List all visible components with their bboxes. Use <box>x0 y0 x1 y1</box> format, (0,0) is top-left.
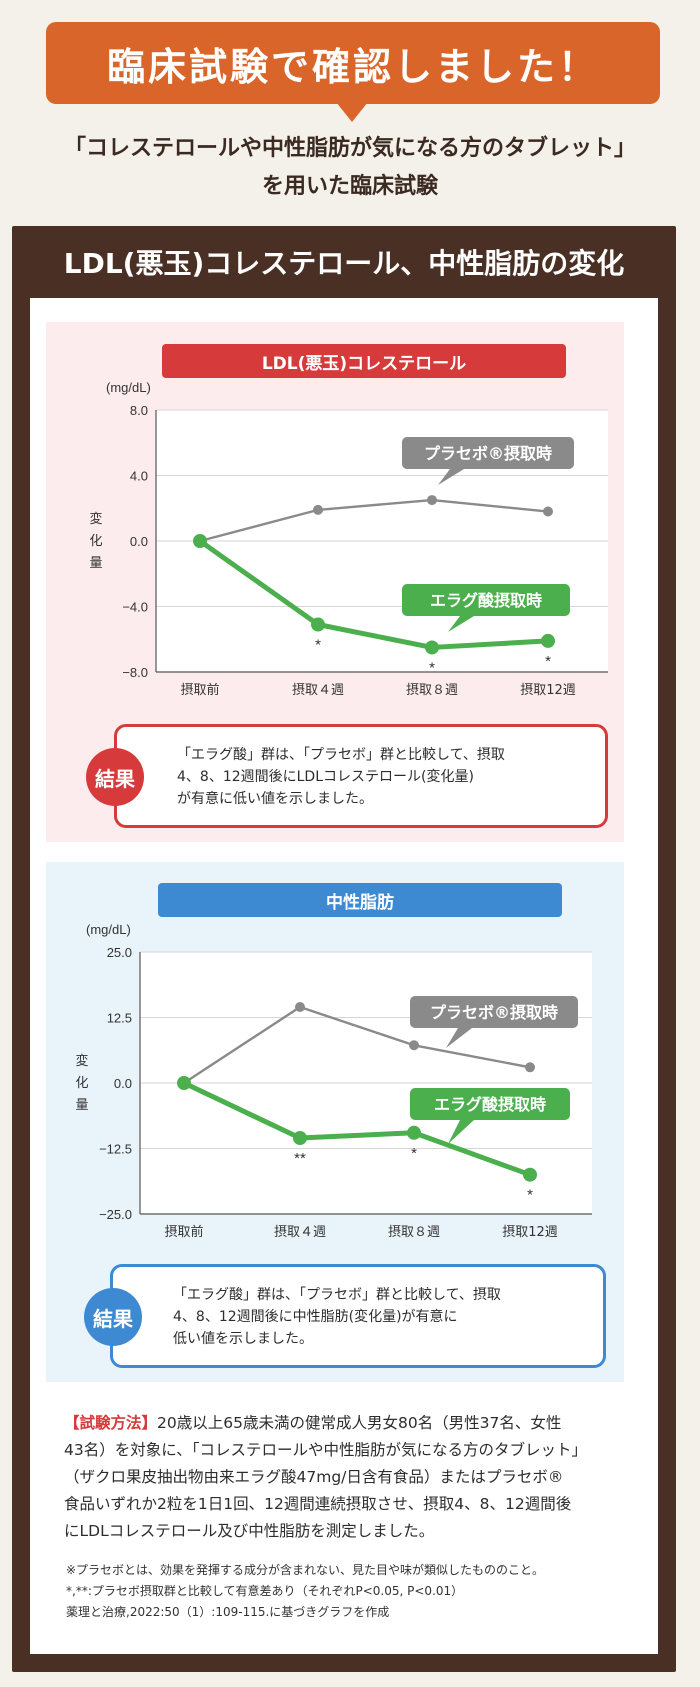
ldl-series-line-placebo <box>199 498 549 543</box>
ldl-significance-mark: * <box>429 659 435 676</box>
tg-y-axis-label: 変 <box>75 1053 88 1069</box>
ldl-callout-pointer <box>438 469 464 485</box>
header-banner: 臨床試験で確認しました！ <box>46 22 660 104</box>
banner-pointer <box>336 102 368 122</box>
ldl-significance-mark: * <box>315 637 321 654</box>
ldl-data-point <box>313 504 323 515</box>
ldl-y-tick-label: −4.0 <box>122 600 148 615</box>
ldl-callout-pointer <box>448 616 474 632</box>
tg-result-line: 低い値を示しました。 <box>173 1331 313 1347</box>
subtitle: 「コレステロールや中性脂肪が気になる方のタブレット」 を用いた臨床試験 <box>0 130 700 206</box>
ldl-y-tick-label: 8.0 <box>130 403 148 418</box>
tg-x-tick-label: 摂取12週 <box>502 1224 558 1240</box>
ldl-result-box: 「エラグ酸」群は、「プラセボ」群と比較して、摂取 4、8、12週間後にLDLコレ… <box>114 724 608 828</box>
ldl-y-axis-label: 化 <box>89 534 102 549</box>
tg-series-line-placebo <box>183 1005 531 1085</box>
tg-data-point <box>409 1040 419 1051</box>
ldl-callout-box <box>402 584 570 616</box>
tg-significance-mark: * <box>527 1187 533 1204</box>
ldl-chart-title: LDL(悪玉)コレステロール <box>162 344 566 378</box>
ldl-x-tick-label: 摂取12週 <box>520 682 576 698</box>
tg-y-tick-label: 25.0 <box>107 945 132 960</box>
tg-significance-mark: ** <box>294 1150 306 1167</box>
ldl-series-legend: プラセボ®摂取時 <box>424 444 552 463</box>
tg-significance-mark: * <box>411 1145 417 1162</box>
ldl-data-point <box>311 617 325 632</box>
method-line: （ザクロ果皮抽出物由来エラグ酸47mg/日含有食品）またはプラセボ® <box>64 1468 564 1486</box>
tg-y-tick-label: −25.0 <box>99 1207 132 1222</box>
tg-y-tick-label: 0.0 <box>114 1076 132 1091</box>
tg-chart-title: 中性脂肪 <box>158 883 562 917</box>
ldl-result-line: が有意に低い値を示しました。 <box>177 791 373 807</box>
tg-callout-pointer <box>446 1028 472 1048</box>
method-line: 食品いずれか2粒を1日1回、12週間連続摂取させ、摂取4、8、12週間後 <box>64 1495 572 1513</box>
subtitle-line1: 「コレステロールや中性脂肪が気になる方のタブレット」 <box>63 136 636 161</box>
ldl-data-point <box>541 633 555 648</box>
tg-y-axis-label: 量 <box>75 1098 88 1113</box>
ldl-result-text: 「エラグ酸」群は、「プラセボ」群と比較して、摂取 4、8、12週間後にLDLコレ… <box>177 744 597 810</box>
ldl-y-axis-label: 変 <box>89 511 102 527</box>
tg-unit-label: (mg/dL) <box>86 922 131 937</box>
ldl-result-line: 4、8、12週間後にLDLコレステロール(変化量) <box>177 769 474 785</box>
ldl-data-point <box>193 534 207 548</box>
footnote-line: 薬理と治療,2022:50（1）:109-115.に基づきグラフを作成 <box>66 1605 390 1619</box>
tg-result-badge: 結果 <box>84 1288 142 1346</box>
tg-y-tick-label: −12.5 <box>99 1142 132 1157</box>
tg-y-axis-label: 化 <box>75 1076 88 1091</box>
tg-result-box: 「エラグ酸」群は、「プラセボ」群と比較して、摂取 4、8、12週間後に中性脂肪(… <box>110 1264 606 1368</box>
tg-data-point <box>523 1167 537 1182</box>
method-tag: 【試験方法】 <box>64 1414 158 1432</box>
method-line: 43名）を対象に、「コレステロールや中性脂肪が気になる方のタブレット」 <box>64 1441 588 1459</box>
tg-x-tick-label: 摂取４週 <box>274 1224 326 1240</box>
tg-result-line: 4、8、12週間後に中性脂肪(変化量)が有意に <box>173 1309 458 1325</box>
ldl-x-tick-label: 摂取前 <box>180 682 219 698</box>
tg-data-point <box>295 1002 305 1013</box>
footnote-line: ※プラセボとは、効果を発揮する成分が含まれない、見た目や味が類似したもののこと。 <box>66 1563 545 1577</box>
ldl-y-tick-label: −8.0 <box>122 665 148 680</box>
tg-x-tick-label: 摂取８週 <box>388 1224 440 1240</box>
footnotes: ※プラセボとは、効果を発揮する成分が含まれない、見た目や味が類似したもののこと。… <box>66 1560 646 1623</box>
tg-data-point <box>293 1131 307 1146</box>
tg-x-tick-label: 摂取前 <box>164 1224 203 1240</box>
ldl-series-line-ellagic <box>198 538 549 650</box>
method-line: にLDLコレステロール及び中性脂肪を測定しました。 <box>64 1522 435 1540</box>
ldl-y-tick-label: 0.0 <box>130 534 148 549</box>
ldl-result-line: 「エラグ酸」群は、「プラセボ」群と比較して、摂取 <box>177 747 505 763</box>
ldl-data-point <box>543 506 553 517</box>
section-title: LDL(悪玉)コレステロール、中性脂肪の変化 <box>63 247 625 280</box>
tg-result-line: 「エラグ酸」群は、「プラセボ」群と比較して、摂取 <box>173 1287 501 1303</box>
tg-y-tick-label: 12.5 <box>107 1011 132 1026</box>
method-text: 20歳以上65歳未満の健常成人男女80名（男性37名、女性 <box>157 1414 562 1432</box>
ldl-data-point <box>425 640 439 655</box>
tg-callout-box <box>410 1088 570 1120</box>
banner-title: 臨床試験で確認しました！ <box>106 44 599 89</box>
ldl-y-axis-label: 量 <box>89 556 102 571</box>
tg-data-point <box>177 1076 191 1090</box>
tg-series-legend: プラセボ®摂取時 <box>430 1003 558 1022</box>
tg-data-point <box>525 1062 535 1073</box>
ldl-x-tick-label: 摂取８週 <box>406 682 458 698</box>
tg-data-point <box>407 1125 421 1140</box>
subtitle-line2: を用いた臨床試験 <box>261 174 438 199</box>
ldl-data-point <box>427 495 437 506</box>
tg-result-text: 「エラグ酸」群は、「プラセボ」群と比較して、摂取 4、8、12週間後に中性脂肪(… <box>173 1284 593 1350</box>
footnote-line: *,**:プラセボ摂取群と比較して有意差あり（それぞれP<0.05, P<0.0… <box>66 1584 464 1598</box>
test-method: 【試験方法】20歳以上65歳未満の健常成人男女80名（男性37名、女性 43名）… <box>64 1410 644 1545</box>
ldl-series-legend: エラグ酸摂取時 <box>430 591 542 610</box>
tg-series-legend: エラグ酸摂取時 <box>434 1095 546 1114</box>
ldl-callout-box <box>402 437 574 469</box>
method-line: 【試験方法】20歳以上65歳未満の健常成人男女80名（男性37名、女性 <box>64 1410 644 1437</box>
ldl-significance-mark: * <box>545 653 551 670</box>
tg-callout-box <box>410 996 578 1028</box>
ldl-y-tick-label: 4.0 <box>130 469 148 484</box>
tg-callout-pointer <box>448 1120 474 1144</box>
ldl-result-badge: 結果 <box>86 748 144 806</box>
tg-series-line-ellagic <box>182 1080 531 1178</box>
ldl-unit-label: (mg/dL) <box>106 380 151 395</box>
ldl-x-tick-label: 摂取４週 <box>292 682 344 698</box>
